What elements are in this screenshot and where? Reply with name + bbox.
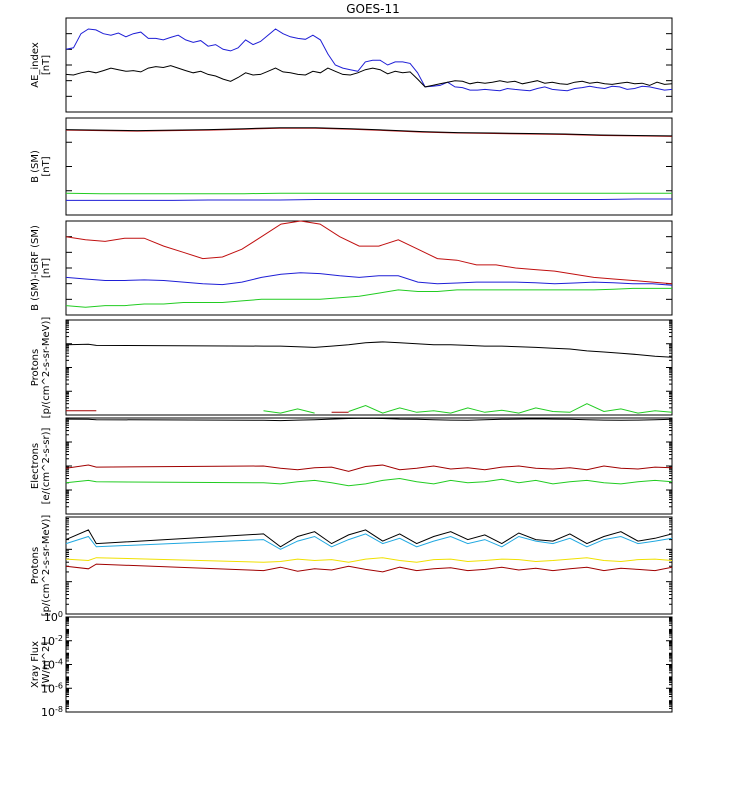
y-tick-label: 10-8 — [41, 705, 63, 719]
y-axis-label-line: Xray Flux — [30, 641, 41, 688]
y-axis-label-line: [p/(cm^2-s-sr-MeV)] — [41, 515, 52, 617]
y-axis-label-line: [e/(cm^2-s-sr)] — [41, 427, 52, 504]
series-line-by — [65, 192, 672, 195]
panel-1: AE_index[nT] — [30, 17, 673, 113]
panel-7: 100 10-2 10-4 10-6 10-8 Xray Flux[W/m^2] — [30, 610, 673, 719]
y-tick-label: 10-2 — [41, 634, 63, 648]
panel-5: Electrons[e/(cm^2-s-sr)] — [30, 417, 673, 515]
series-line-12-mev — [66, 411, 451, 413]
y-axis-label: B (SM)[nT] — [30, 150, 52, 183]
series-line-6-5-mev — [263, 403, 673, 414]
panels: AE_index[nT]B (SM)[nT]B (SM)-IGRF (SM)[n… — [30, 17, 673, 719]
y-axis-label-line: [p/(cm^2-s-sr-MeV)] — [41, 317, 52, 419]
y-axis-label-line: Protons — [30, 547, 41, 584]
y-axis-ticks: 100 10-2 10-4 10-6 10-8 — [41, 610, 672, 719]
series-line-bz — [65, 220, 673, 285]
y-axis-label-line: [nT] — [41, 156, 52, 176]
series-line-bx — [65, 272, 673, 286]
y-axis-label-line: B (SM)-IGRF (SM) — [30, 225, 41, 311]
series-line-kyoto-ae — [65, 28, 673, 92]
y-axis-label: Protons[p/(cm^2-s-sr-MeV)] — [30, 515, 52, 617]
y-axis-label-line: [W/m^2] — [41, 642, 52, 688]
panel-frame — [65, 319, 673, 416]
y-axis-label-line: B (SM) — [30, 150, 41, 183]
panel-6: Protons[p/(cm^2-s-sr-MeV)] — [30, 515, 673, 617]
y-axis-label-line: Protons — [30, 349, 41, 386]
y-axis-label: Xray Flux[W/m^2] — [30, 641, 52, 688]
y-tick-label: 10-6 — [41, 681, 63, 695]
y-axis-label-line: Electrons — [30, 443, 41, 489]
series-line-themis-ae — [65, 65, 673, 88]
y-axis-ticks — [66, 516, 672, 615]
y-axis-label: AE_index[nT] — [30, 42, 52, 88]
y-axis-label: Protons[p/(cm^2-s-sr-MeV)] — [30, 317, 52, 419]
series-line-2-4-mev — [65, 341, 673, 358]
series-line-332-5-mev — [65, 563, 673, 573]
y-axis-ticks — [66, 17, 672, 113]
series-line-2-0-mev — [65, 477, 673, 487]
panel-4: Protons[p/(cm^2-s-sr-MeV)] — [30, 317, 673, 419]
series-line-bx — [66, 198, 672, 201]
y-tick-label: 100 — [44, 610, 63, 624]
series-line-bmag — [65, 127, 673, 137]
y-axis-label: B (SM)-IGRF (SM)[nT] — [30, 225, 52, 311]
series-line-27-5-mev — [65, 529, 673, 548]
y-axis-ticks — [66, 220, 672, 316]
y-tick-label: 10-4 — [41, 658, 63, 672]
y-axis-ticks — [66, 319, 672, 416]
panel-frame — [65, 220, 673, 316]
panel-frame — [65, 516, 673, 615]
y-axis-label-line: [nT] — [41, 55, 52, 75]
series-line-4-0-mev — [65, 464, 673, 472]
panel-frame — [65, 17, 673, 113]
y-axis-label: Electrons[e/(cm^2-s-sr)] — [30, 427, 52, 504]
series-line-by — [65, 287, 672, 308]
series-line-60-mev — [65, 533, 673, 550]
panel-frame — [65, 616, 673, 713]
y-axis-ticks — [66, 117, 672, 216]
panel-3: B (SM)-IGRF (SM)[nT] — [30, 220, 673, 316]
series-line-122-5-mev — [65, 557, 673, 563]
y-axis-label-line: [nT] — [41, 258, 52, 278]
panel-2: B (SM)[nT] — [30, 117, 673, 216]
series-line-0-6-mev — [65, 417, 673, 422]
y-axis-label-line: AE_index — [30, 42, 41, 88]
figure-title: GOES-11 — [346, 2, 400, 16]
